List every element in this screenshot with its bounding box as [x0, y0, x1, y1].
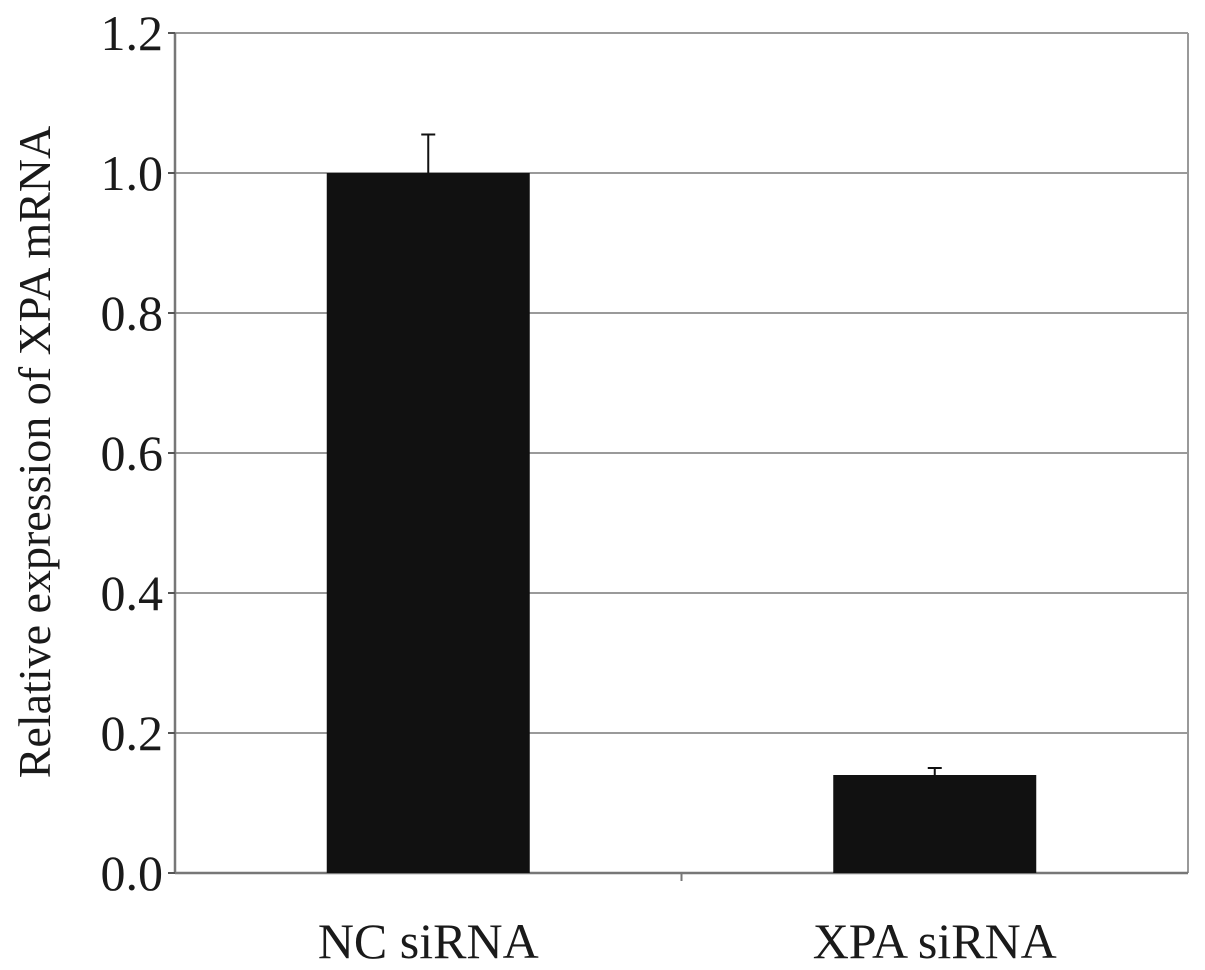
- y-tick-label: 0.2: [101, 705, 164, 761]
- y-tick-label: 0.4: [101, 565, 164, 621]
- bar-xpa-sirna: [833, 775, 1037, 873]
- y-tick-label: 0.0: [101, 845, 164, 901]
- x-category-label: NC siRNA: [318, 913, 539, 969]
- y-tick-label: 1.2: [101, 5, 164, 61]
- y-tick-labels: 0.0 0.2 0.4 0.6 0.8 1.0 1.2: [101, 5, 175, 901]
- x-category-label: XPA siRNA: [813, 913, 1057, 969]
- y-tick-label: 0.8: [101, 285, 164, 341]
- bar-nc-sirna: [326, 173, 530, 873]
- y-tick-label: 0.6: [101, 425, 164, 481]
- x-category-labels: NC siRNA XPA siRNA: [318, 913, 1057, 969]
- bars: [326, 133, 1037, 873]
- y-axis-title: Relative expression of XPA mRNA: [9, 126, 60, 779]
- y-tick-label: 1.0: [101, 145, 164, 201]
